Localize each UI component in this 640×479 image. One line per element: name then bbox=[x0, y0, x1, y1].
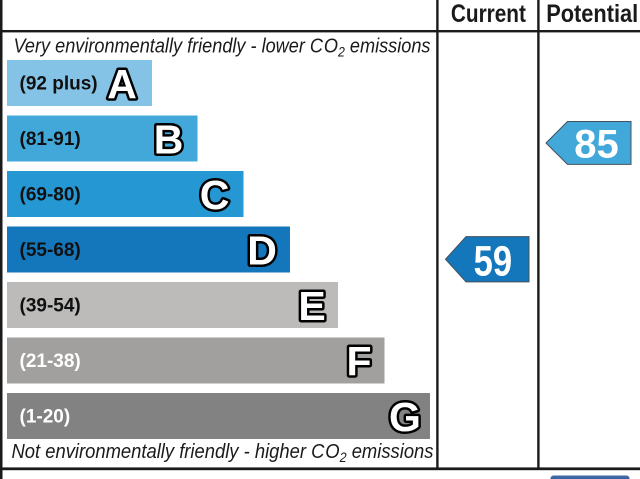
svg-text:(92 plus): (92 plus) bbox=[20, 74, 98, 95]
svg-text:(1-20): (1-20) bbox=[20, 407, 71, 428]
svg-text:G: G bbox=[389, 394, 421, 440]
svg-text:(69-80): (69-80) bbox=[20, 185, 81, 206]
svg-text:85: 85 bbox=[574, 123, 619, 167]
svg-text:Not environmentally friendly -: Not environmentally friendly - higher CO… bbox=[12, 440, 434, 465]
svg-text:(55-68): (55-68) bbox=[20, 240, 81, 261]
svg-text:59: 59 bbox=[474, 238, 512, 286]
svg-text:E: E bbox=[298, 283, 325, 329]
svg-text:Very environmentally friendly: Very environmentally friendly - lower CO… bbox=[14, 35, 431, 60]
svg-text:(39-54): (39-54) bbox=[20, 296, 81, 317]
svg-text:Current: Current bbox=[451, 0, 527, 28]
svg-text:D: D bbox=[247, 228, 277, 274]
svg-text:A: A bbox=[107, 61, 137, 107]
svg-text:B: B bbox=[154, 117, 184, 163]
svg-text:(21-38): (21-38) bbox=[20, 351, 81, 372]
svg-text:C: C bbox=[200, 172, 230, 218]
svg-text:(81-91): (81-91) bbox=[20, 129, 81, 150]
svg-text:F: F bbox=[346, 339, 371, 385]
svg-text:Potential: Potential bbox=[546, 0, 638, 28]
